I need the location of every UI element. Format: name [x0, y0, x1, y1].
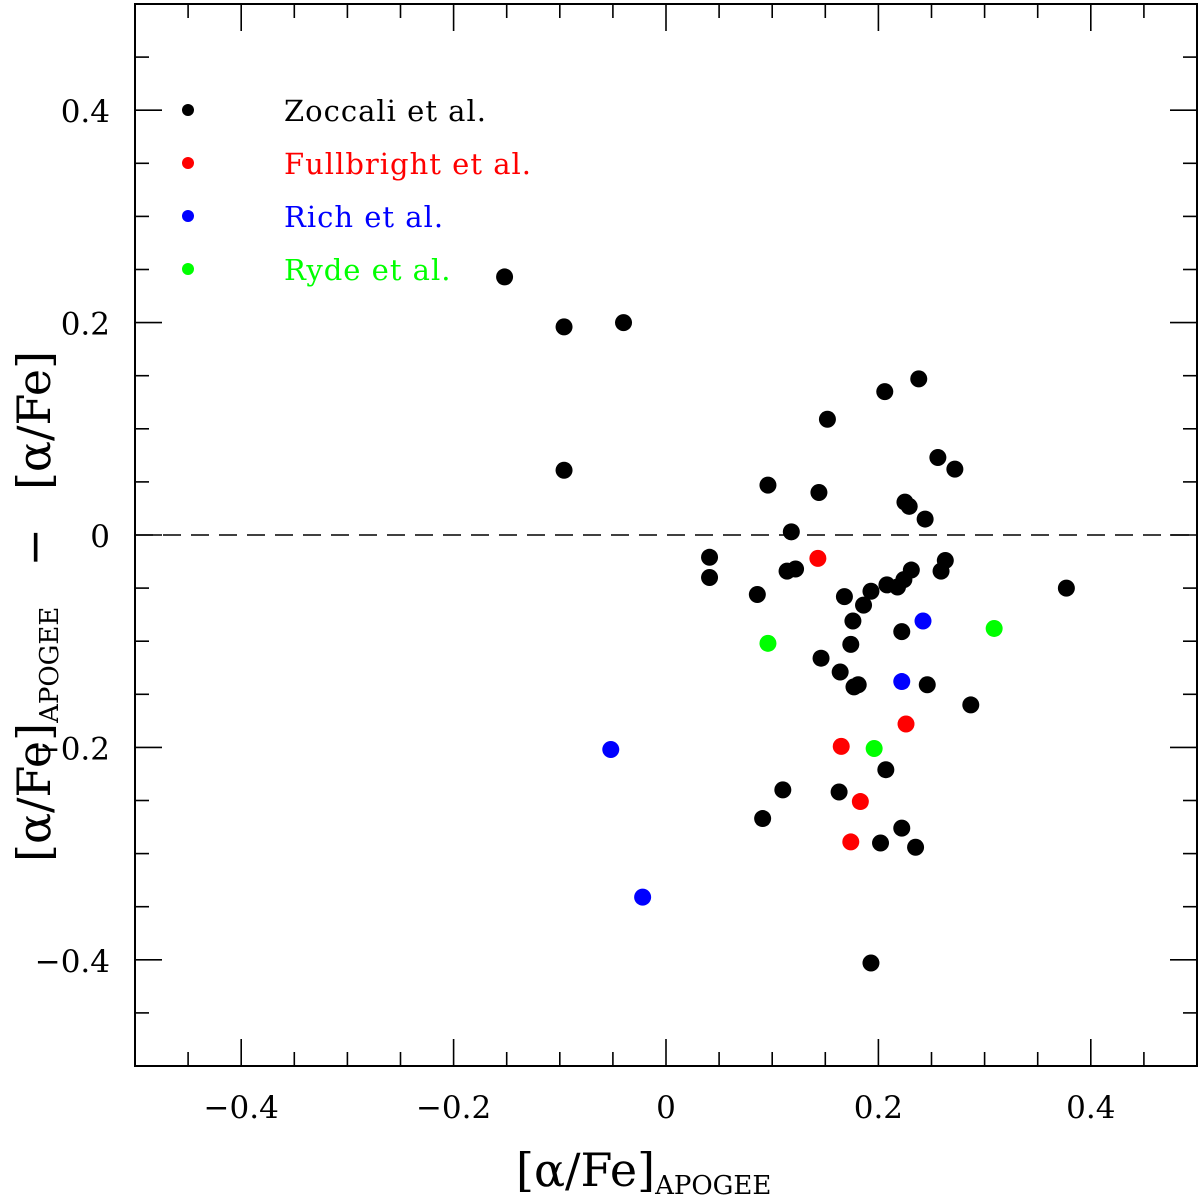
point-zoccali-et-al [748, 585, 766, 603]
point-zoccali-et-al [831, 663, 849, 681]
point-ryde-et-al [865, 739, 883, 757]
point-zoccali-et-al [872, 834, 890, 852]
point-zoccali-et-al [929, 448, 947, 466]
point-zoccali-et-al [855, 596, 873, 614]
point-zoccali-et-al [862, 582, 880, 600]
point-zoccali-et-al [555, 318, 573, 336]
point-zoccali-et-al [774, 781, 792, 799]
point-zoccali-et-al [907, 838, 925, 856]
point-rich-et-al [914, 612, 932, 630]
point-zoccali-et-al [835, 588, 853, 606]
point-fullbright-et-al [851, 793, 869, 811]
legend-marker-rich-et-al [182, 210, 194, 222]
point-zoccali-et-al [830, 783, 848, 801]
x-tick-label: 0 [656, 1090, 676, 1126]
point-zoccali-et-al [1057, 579, 1075, 597]
x-axis-label-main: [α/Fe] [516, 1143, 655, 1197]
point-zoccali-et-al [810, 484, 828, 502]
y-axis-label: [α/Fe]APOGEE−[α/Fe] [7, 351, 65, 862]
point-fullbright-et-al [832, 737, 850, 755]
axis-ticks: −0.4 −0.2 0 0.2 0.4 0.4 0.2 0 −0.2 −0.4 [35, 4, 1197, 1126]
point-fullbright-et-al [809, 549, 827, 567]
y-tick-label: 0 [90, 519, 110, 555]
legend-marker-fullbright-et-al [182, 157, 194, 169]
point-ryde-et-al [985, 619, 1003, 637]
point-zoccali-et-al [862, 954, 880, 972]
legend-marker-ryde-et-al [182, 263, 194, 275]
point-zoccali-et-al [893, 819, 911, 837]
x-axis-label-subscript: APOGEE [654, 1171, 771, 1200]
x-tick-label: 0.2 [854, 1090, 903, 1126]
point-zoccali-et-al [496, 268, 514, 286]
point-zoccali-et-al [818, 410, 836, 428]
x-tick-label: −0.4 [204, 1090, 279, 1126]
point-fullbright-et-al [897, 715, 915, 733]
y-axis-label-second: [α/Fe] [7, 351, 61, 490]
point-zoccali-et-al [877, 761, 895, 779]
point-zoccali-et-al [615, 314, 633, 332]
y-tick-label: −0.4 [35, 944, 110, 980]
legend-label-rich-et-al: Rich et al. [284, 200, 444, 234]
legend-marker-zoccali-et-al [182, 104, 194, 116]
point-zoccali-et-al [876, 383, 894, 401]
point-zoccali-et-al [916, 510, 934, 528]
legend: Zoccali et al. Fullbright et al. Rich et a… [182, 94, 532, 287]
point-zoccali-et-al [555, 461, 573, 479]
point-zoccali-et-al [844, 612, 862, 630]
y-tick-label: 0.4 [61, 94, 110, 130]
point-zoccali-et-al [701, 548, 719, 566]
point-rich-et-al [602, 741, 620, 759]
point-zoccali-et-al [701, 568, 719, 586]
point-zoccali-et-al [910, 370, 928, 388]
y-axis-label-first-subscript: APOGEE [35, 607, 65, 724]
point-zoccali-et-al [782, 523, 800, 541]
point-zoccali-et-al [842, 635, 860, 653]
y-axis-label-first: [α/Fe] [7, 723, 61, 862]
point-zoccali-et-al [759, 476, 777, 494]
x-axis-label: [α/Fe]APOGEE [516, 1143, 771, 1200]
point-zoccali-et-al [936, 551, 954, 569]
y-tick-label: 0.2 [61, 307, 110, 343]
legend-label-fullbright-et-al: Fullbright et al. [284, 147, 532, 181]
point-ryde-et-al [759, 634, 777, 652]
point-fullbright-et-al [842, 833, 860, 851]
legend-label-zoccali-et-al: Zoccali et al. [284, 94, 487, 128]
point-zoccali-et-al [754, 810, 772, 828]
point-zoccali-et-al [962, 696, 980, 714]
point-zoccali-et-al [902, 561, 920, 579]
data-points [496, 268, 1075, 972]
point-zoccali-et-al [849, 676, 867, 694]
x-tick-label: −0.2 [416, 1090, 491, 1126]
point-rich-et-al [634, 888, 652, 906]
x-tick-label: 0.4 [1066, 1090, 1115, 1126]
point-zoccali-et-al [918, 676, 936, 694]
y-tick-label: −0.2 [35, 731, 110, 767]
point-zoccali-et-al [812, 649, 830, 667]
point-rich-et-al [893, 673, 911, 691]
y-axis-label-dash: − [7, 528, 61, 567]
point-zoccali-et-al [900, 497, 918, 515]
point-zoccali-et-al [787, 560, 805, 578]
point-zoccali-et-al [893, 623, 911, 641]
legend-label-ryde-et-al: Ryde et al. [284, 253, 451, 287]
point-zoccali-et-al [946, 460, 964, 478]
